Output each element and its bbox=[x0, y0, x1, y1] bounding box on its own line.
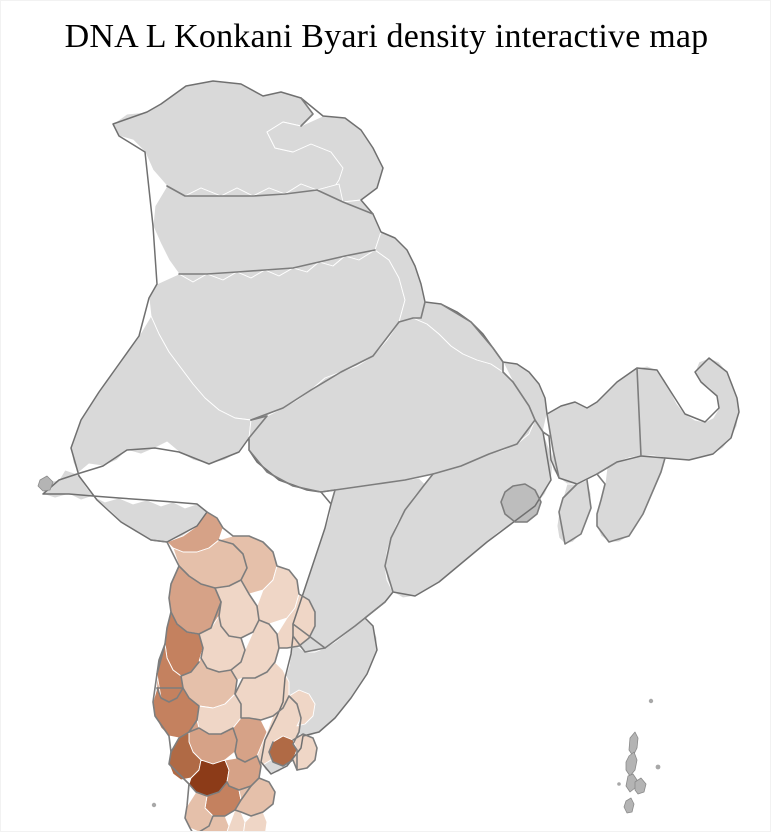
andaman-nicobar-islands bbox=[38, 476, 661, 832]
page-title: DNA L Konkani Byari density interactive … bbox=[64, 18, 709, 55]
state-boundaries bbox=[43, 81, 739, 832]
region-kozhikode[interactable] bbox=[207, 810, 245, 832]
map-canvas[interactable] bbox=[1, 56, 771, 832]
region-malappuram[interactable] bbox=[237, 812, 267, 832]
india-choropleth-map[interactable] bbox=[1, 56, 771, 832]
landmass-base bbox=[43, 81, 739, 774]
